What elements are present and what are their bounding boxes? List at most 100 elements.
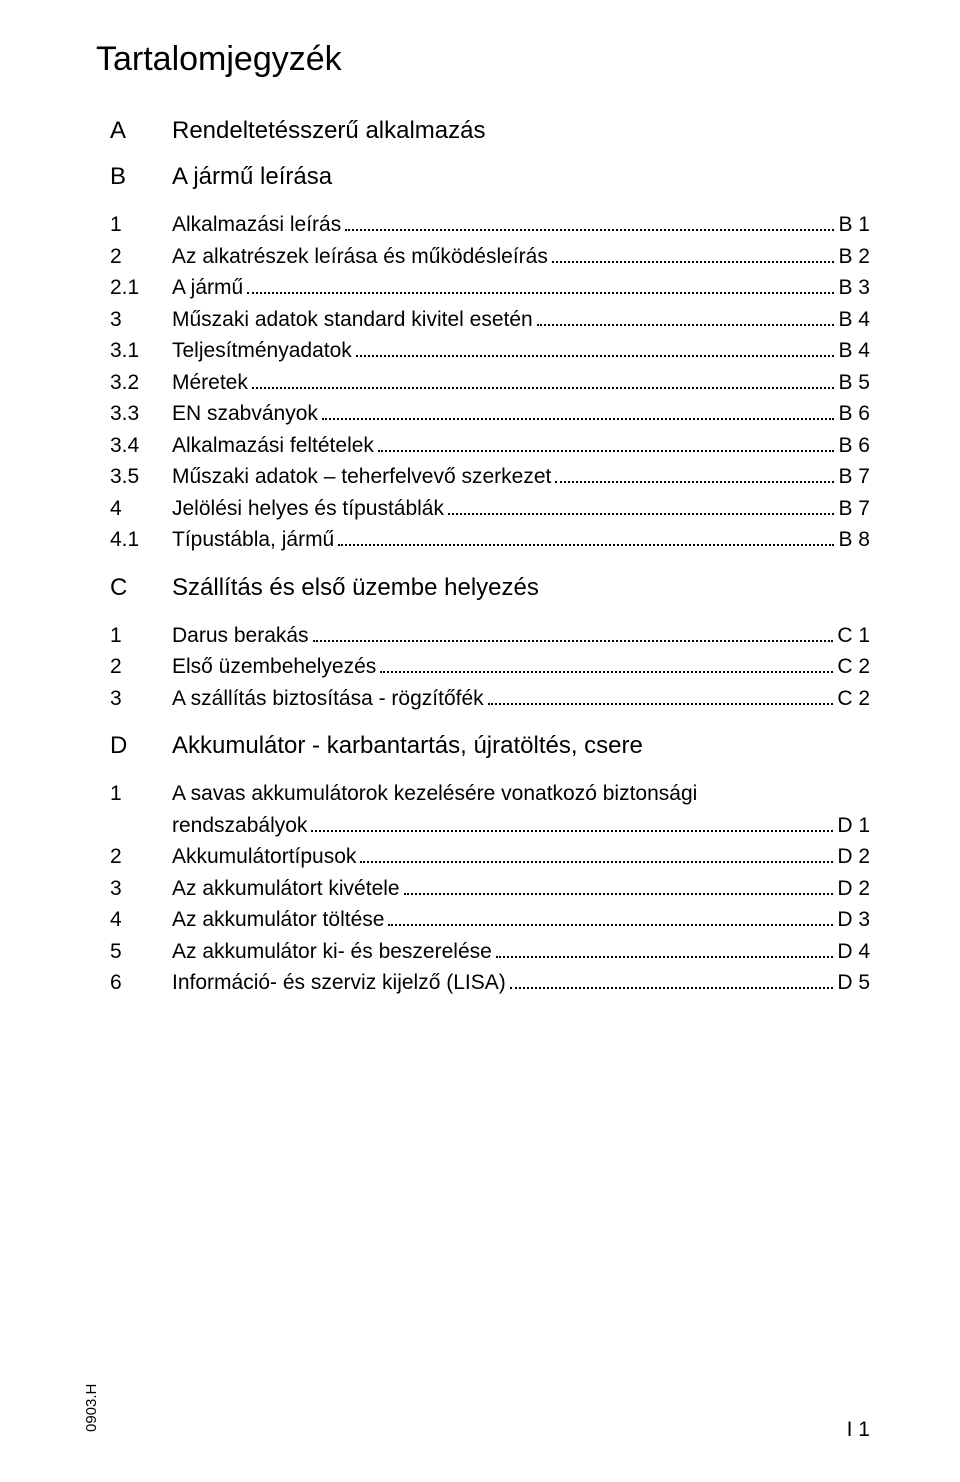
toc-num: 4 [110,904,172,936]
toc-row: 1Darus berakásC 1 [110,620,870,652]
toc-row: 3.2MéretekB 5 [110,367,870,399]
toc-row: 3Műszaki adatok standard kivitel eseténB… [110,304,870,336]
toc-num: 2 [110,241,172,273]
toc-label: Információ- és szerviz kijelző (LISA) [172,967,506,999]
toc-dots [537,324,835,326]
toc-num: 2 [110,841,172,873]
toc-row: 4Az akkumulátor töltéseD 3 [110,904,870,936]
toc-list-b: 1Alkalmazási leírás B 12Az alkatrészek le… [110,209,870,556]
toc-label: rendszabályok [172,810,307,842]
toc-row: 2Első üzembehelyezésC 2 [110,651,870,683]
toc-num: 3.3 [110,398,172,430]
toc-label: A szállítás biztosítása - rögzítőfék [172,683,484,715]
toc-num: 5 [110,936,172,968]
toc-dots [360,861,833,863]
section-title: Rendeltetésszerű alkalmazás [172,117,486,145]
page-title: Tartalomjegyzék [96,40,870,79]
toc-num: 3 [110,873,172,905]
toc-dots [380,671,833,673]
toc-label: Az akkumulátor ki- és beszerelése [172,936,492,968]
toc-page: B 3 [838,272,870,304]
section-a: A Rendeltetésszerű alkalmazás [110,117,870,145]
toc-dots [552,261,835,263]
toc-num: 4 [110,493,172,525]
section-letter: C [110,574,172,602]
toc-num: 3 [110,683,172,715]
toc-row: 3A szállítás biztosítása - rögzítőfék C 2 [110,683,870,715]
toc-row: 2.1A járműB 3 [110,272,870,304]
toc-dots [311,830,833,832]
toc-dots [378,450,835,452]
toc-page: B 4 [838,304,870,336]
toc-page: D 2 [837,873,870,905]
toc-page: B 1 [838,209,870,241]
toc-page: B 7 [838,461,870,493]
toc-list-c: 1Darus berakásC 12Első üzembehelyezésC 2… [110,620,870,715]
toc-dots [322,418,835,420]
toc-row: 3.3EN szabványok B 6 [110,398,870,430]
toc-dots [488,703,834,705]
section-letter: D [110,732,172,760]
toc-row: 1 A savas akkumulátorok kezelésére vonat… [110,778,870,810]
toc-label: Akkumulátortípusok [172,841,356,873]
toc-page: D 3 [837,904,870,936]
toc-page: B 4 [838,335,870,367]
toc-list-d: 1 A savas akkumulátorok kezelésére vonat… [110,778,870,999]
toc-label: Alkalmazási leírás [172,209,341,241]
toc-dots [247,292,834,294]
section-title: Akkumulátor - karbantartás, újratöltés, … [172,732,643,760]
toc-label: Méretek [172,367,248,399]
toc-page: D 5 [837,967,870,999]
toc-page: D 2 [837,841,870,873]
toc-label: Műszaki adatok – teherfelvevő szerkezet [172,461,551,493]
toc-dots [313,640,834,642]
toc-dots [338,544,834,546]
toc-label: Jelölési helyes és típustáblák [172,493,444,525]
toc-num: 4.1 [110,524,172,556]
toc-num: 1 [110,778,172,810]
toc-label: A savas akkumulátorok kezelésére vonatko… [172,778,697,810]
toc-dots [510,987,834,989]
toc-label: Első üzembehelyezés [172,651,376,683]
section-title: A jármű leírása [172,163,332,191]
toc-label: Típustábla, jármű [172,524,334,556]
toc-page: C 2 [837,651,870,683]
toc-dots [356,355,835,357]
toc-page: B 8 [838,524,870,556]
toc-label: EN szabványok [172,398,318,430]
toc-row: 6Információ- és szerviz kijelző (LISA)D … [110,967,870,999]
toc-dots [345,229,834,231]
toc-dots [404,893,834,895]
toc-num: 1 [110,209,172,241]
toc-num: 3.5 [110,461,172,493]
toc-num: 3.1 [110,335,172,367]
toc-dots [388,924,833,926]
toc-num: 3.4 [110,430,172,462]
section-letter: A [110,117,172,145]
toc-page: C 2 [837,683,870,715]
toc-row: 3.5Műszaki adatok – teherfelvevő szerkez… [110,461,870,493]
toc-row: 4Jelölési helyes és típustáblák B 7 [110,493,870,525]
toc-label: Teljesítményadatok [172,335,352,367]
toc-label: Alkalmazási feltételek [172,430,374,462]
toc-row: 4.1Típustábla, jármű B 8 [110,524,870,556]
toc-row: 1Alkalmazási leírás B 1 [110,209,870,241]
toc-page: D 1 [837,810,870,842]
toc-row: 3.4Alkalmazási feltételek B 6 [110,430,870,462]
toc-page: B 6 [838,398,870,430]
toc-num: 3 [110,304,172,336]
toc-row: 3Az akkumulátort kivétele D 2 [110,873,870,905]
toc-dots [496,956,834,958]
section-title: Szállítás és első üzembe helyezés [172,574,539,602]
toc-page: B 6 [838,430,870,462]
toc-page: D 4 [837,936,870,968]
section-d: D Akkumulátor - karbantartás, újratöltés… [110,732,870,760]
toc-page: B 5 [838,367,870,399]
toc-page: B 2 [838,241,870,273]
toc-label: Az akkumulátort kivétele [172,873,400,905]
toc-row: 2Akkumulátortípusok D 2 [110,841,870,873]
toc-page: B 7 [838,493,870,525]
section-letter: B [110,163,172,191]
toc-num: 2.1 [110,272,172,304]
toc-row: 2Az alkatrészek leírása és működésleírás… [110,241,870,273]
